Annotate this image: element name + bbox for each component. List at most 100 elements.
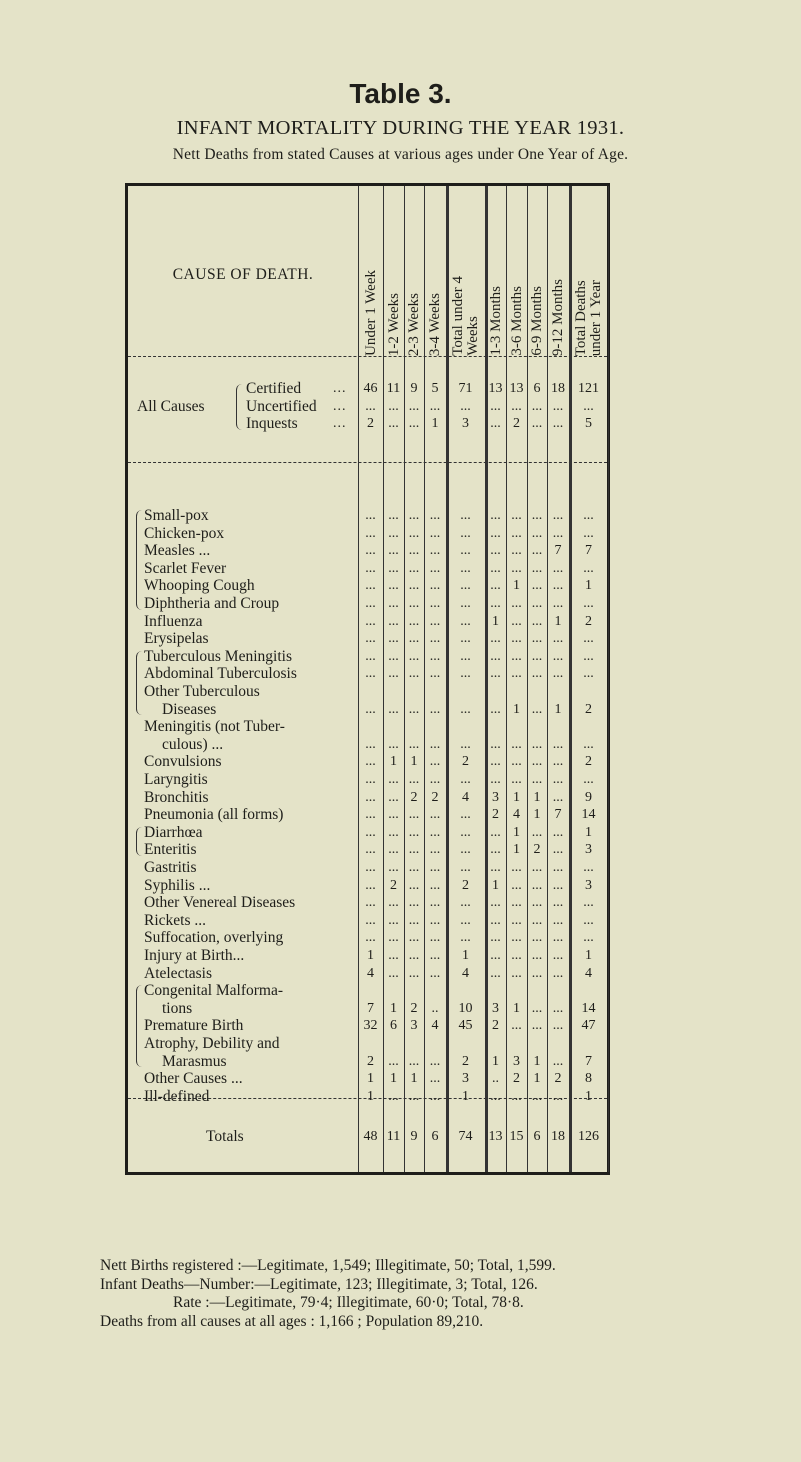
- value-cell: ...: [490, 578, 501, 594]
- row-label: Injury at Birth...: [144, 947, 245, 964]
- value-cell: 3: [585, 877, 592, 893]
- row-label: Other Causes ...: [144, 1070, 243, 1088]
- value-cell: ...: [365, 398, 376, 414]
- row-values: ..............................: [128, 736, 607, 754]
- value-cell: 2: [585, 613, 592, 629]
- value-cell: ...: [460, 560, 471, 576]
- row-values: 1......... 1............ 1: [128, 1088, 607, 1106]
- table-row: Small-pox..............................: [128, 507, 607, 525]
- value-cell: 2: [585, 701, 592, 717]
- value-cell: ...: [429, 1053, 441, 1069]
- column-header-label: 1-2 Weeks: [385, 292, 402, 356]
- value-cell: ...: [511, 754, 522, 770]
- value-cell: 3: [462, 1071, 469, 1087]
- value-cell: ...: [511, 895, 522, 911]
- value-cell: ...: [365, 648, 376, 664]
- value-cell: ...: [365, 877, 376, 893]
- value-cell: 11: [386, 381, 401, 396]
- value-cell: ...: [388, 631, 399, 647]
- value-cell: ...: [408, 965, 420, 981]
- row-label: Bronchitis: [144, 788, 209, 806]
- table-row: Bronchitis...... 2 2 4 3 1 1... 9: [128, 789, 607, 807]
- value-cell: 45: [458, 1018, 473, 1034]
- value-cell: ...: [531, 1000, 543, 1016]
- value-cell: ...: [583, 736, 594, 752]
- column-header: 1-2 Weeks: [384, 190, 404, 356]
- value-cell: ...: [490, 930, 501, 946]
- row-label: Other Venereal Diseases: [144, 894, 296, 912]
- row-values: ... 1 1... 2............ 2: [128, 753, 607, 771]
- value-cell: 46: [363, 381, 378, 396]
- row-label: Chicken-pox: [144, 524, 225, 542]
- value-cell: ...: [429, 930, 441, 946]
- value-cell: 8: [585, 1071, 592, 1087]
- table-heading: Table 3.: [349, 78, 452, 109]
- value-cell: ...: [388, 772, 399, 787]
- value-cell: 7: [554, 807, 562, 823]
- value-cell: 1: [533, 789, 541, 805]
- column-rule: [569, 186, 572, 1172]
- value-cell: 4: [367, 965, 374, 981]
- value-cell: ...: [408, 877, 420, 893]
- value-cell: 1: [554, 701, 562, 717]
- value-cell: 1: [513, 701, 520, 717]
- value-cell: ...: [460, 508, 471, 523]
- rate-note: Rate :—Legitimate, 79·4; Illegitimate, 6…: [173, 1294, 524, 1311]
- value-cell: ...: [408, 416, 420, 432]
- value-cell: ...: [511, 525, 522, 541]
- totals-divider: [128, 1098, 607, 1100]
- row-values: ..............................: [128, 912, 607, 930]
- value-cell: 6: [533, 381, 541, 396]
- value-cell: 2: [462, 877, 469, 893]
- all-causes-row: Certified... 46 11 9 5 71 13 13 6 18 121: [128, 380, 607, 398]
- row-label: Syphilis ...: [144, 876, 211, 894]
- value-cell: ...: [531, 772, 543, 787]
- value-cell: ...: [552, 1088, 564, 1104]
- row-values: ..............................: [128, 560, 607, 578]
- value-cell: ...: [552, 948, 564, 963]
- value-cell: ...: [490, 824, 501, 840]
- value-cell: ...: [531, 543, 543, 559]
- value-cell: ...: [511, 965, 522, 981]
- value-cell: ...: [552, 631, 564, 647]
- value-cell: ...: [365, 772, 376, 787]
- value-cell: ...: [490, 860, 501, 875]
- value-cell: ...: [408, 772, 420, 787]
- value-cell: ...: [429, 666, 441, 682]
- value-cell: ...: [408, 543, 420, 559]
- value-cell: ...: [552, 754, 564, 770]
- column-header-label: 3-6 Months: [508, 286, 525, 356]
- value-cell: 1: [367, 1088, 374, 1104]
- row-label: Diarrhœa: [144, 823, 203, 841]
- row-label: Other Tuberculous: [144, 683, 260, 700]
- value-cell: ...: [552, 824, 564, 840]
- value-cell: ...: [552, 877, 564, 893]
- row-values: ..............................: [128, 648, 607, 666]
- value-cell: 2: [367, 1053, 374, 1069]
- value-cell: ...: [429, 807, 441, 823]
- row-label: Enteritis: [144, 841, 197, 859]
- row-values: ..............................: [128, 859, 607, 877]
- value-cell: ...: [460, 860, 471, 875]
- value-cell: ...: [460, 701, 471, 717]
- value-cell: 2: [462, 1053, 469, 1069]
- value-cell: 121: [578, 381, 599, 396]
- value-cell: ...: [365, 754, 376, 770]
- value-cell: ...: [429, 613, 441, 629]
- value-cell: ...: [388, 789, 399, 805]
- totals-label: Totals: [206, 1128, 244, 1145]
- row-values: 32 6 3 4 45 2......... 47: [128, 1017, 607, 1035]
- value-cell: ..: [492, 1071, 499, 1087]
- row-values: ............... 1...... 1 2: [128, 613, 607, 631]
- value-cell: ...: [531, 965, 543, 981]
- table-row: Ill-defined 1......... 1............ 1: [128, 1088, 607, 1106]
- value-cell: ...: [388, 1088, 399, 1104]
- value-cell: ...: [490, 648, 501, 664]
- row-label: Influenza: [144, 612, 203, 630]
- value-cell: ...: [429, 578, 441, 594]
- value-cell: ...: [531, 930, 543, 946]
- value-cell: ...: [388, 930, 399, 946]
- brace: [136, 985, 142, 1068]
- table-subtitle: Nett Deaths from stated Causes at variou…: [172, 146, 629, 163]
- header-divider: [128, 356, 607, 358]
